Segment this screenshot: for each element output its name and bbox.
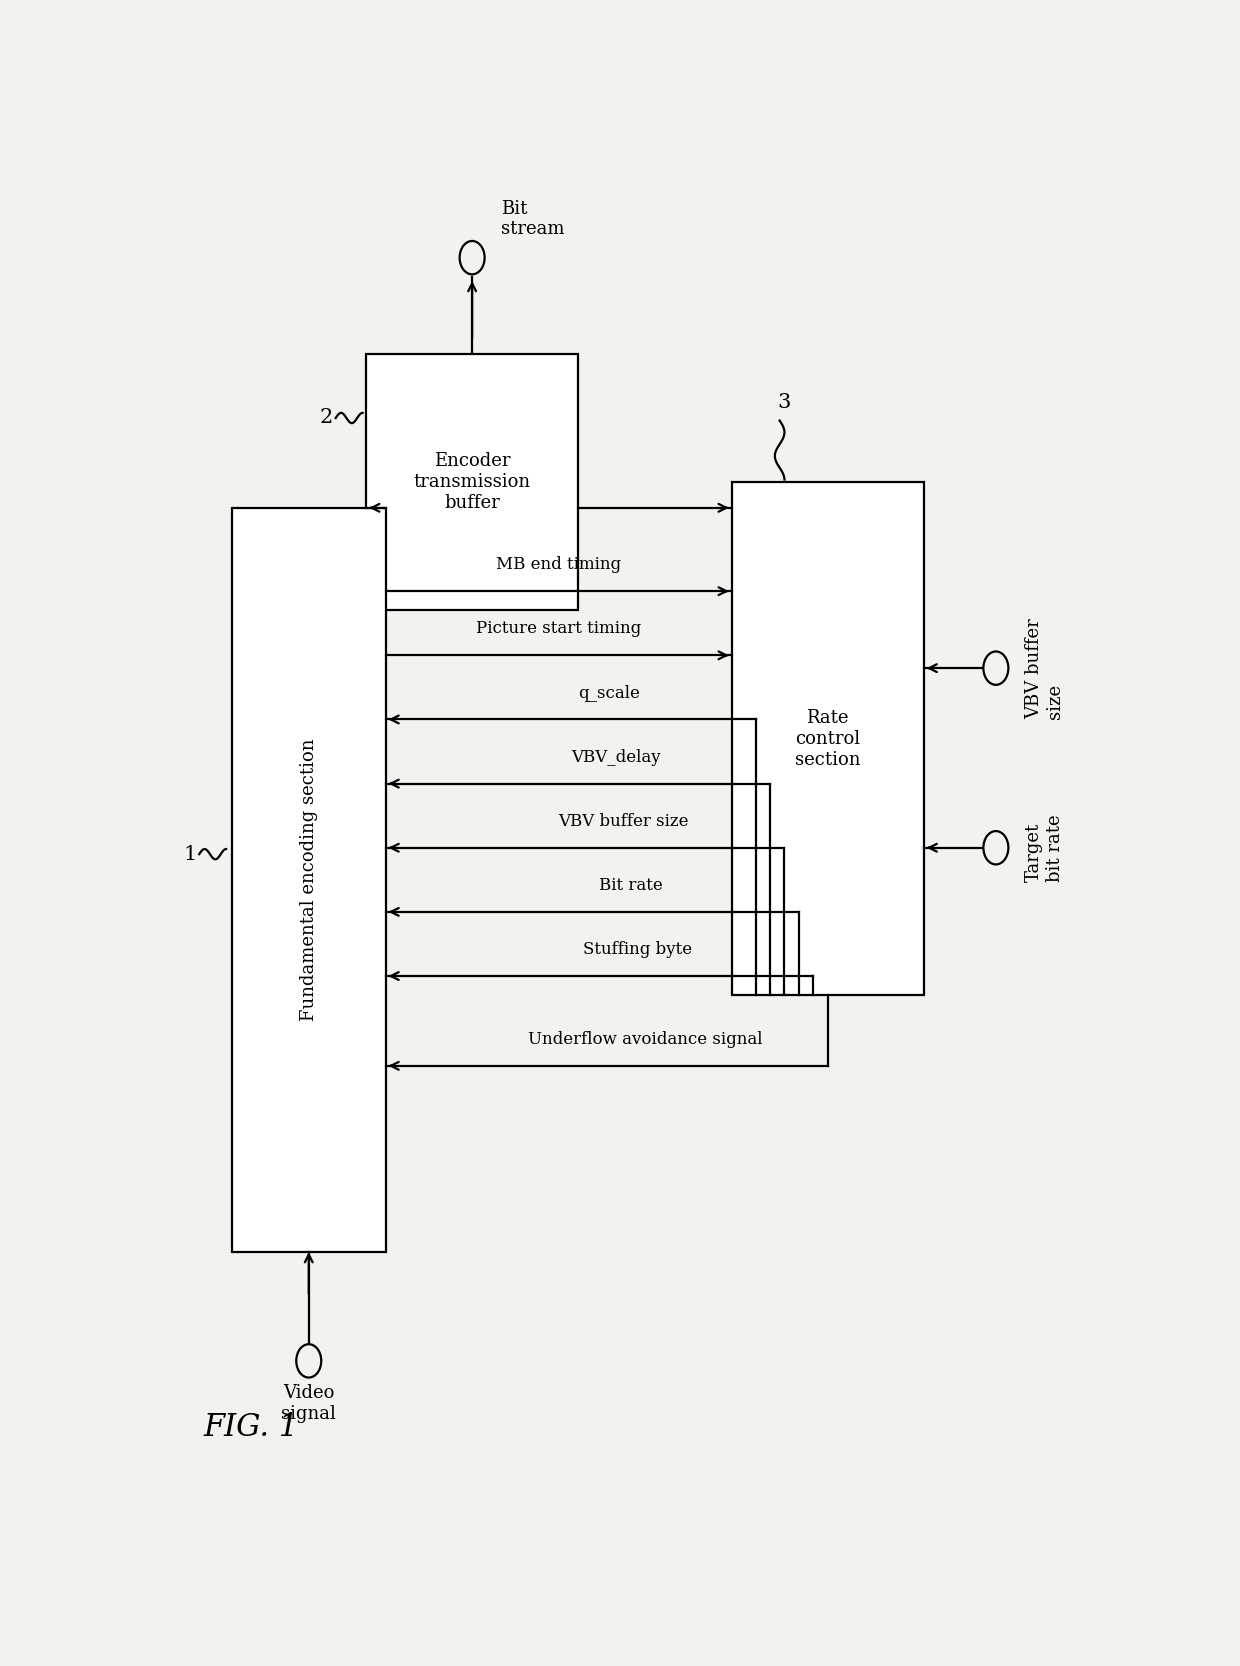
Text: FIG. 1: FIG. 1 xyxy=(203,1413,299,1443)
Text: Underflow avoidance signal: Underflow avoidance signal xyxy=(528,1031,763,1048)
Text: VBV_delay: VBV_delay xyxy=(572,748,661,766)
Text: Video
signal: Video signal xyxy=(281,1384,336,1423)
Text: VBV buffer size: VBV buffer size xyxy=(558,813,688,830)
Text: 3: 3 xyxy=(777,393,791,412)
Text: Rate
control
section: Rate control section xyxy=(795,710,861,768)
Text: Target
bit rate: Target bit rate xyxy=(1024,815,1064,881)
FancyBboxPatch shape xyxy=(732,481,924,995)
Text: VBV buffer
size: VBV buffer size xyxy=(1024,618,1064,718)
Text: MB end timing: MB end timing xyxy=(496,556,621,573)
Text: Fundamental encoding section: Fundamental encoding section xyxy=(300,738,317,1021)
FancyBboxPatch shape xyxy=(367,353,578,610)
FancyBboxPatch shape xyxy=(232,508,386,1251)
Text: 2: 2 xyxy=(320,408,332,428)
Text: q_scale: q_scale xyxy=(578,685,640,701)
Text: Bit
stream: Bit stream xyxy=(501,200,564,238)
Text: 1: 1 xyxy=(184,845,196,863)
Text: Encoder
transmission
buffer: Encoder transmission buffer xyxy=(414,453,531,511)
Text: Stuffing byte: Stuffing byte xyxy=(583,941,692,958)
Text: Bit rate: Bit rate xyxy=(599,876,662,895)
Text: Picture start timing: Picture start timing xyxy=(476,620,641,638)
